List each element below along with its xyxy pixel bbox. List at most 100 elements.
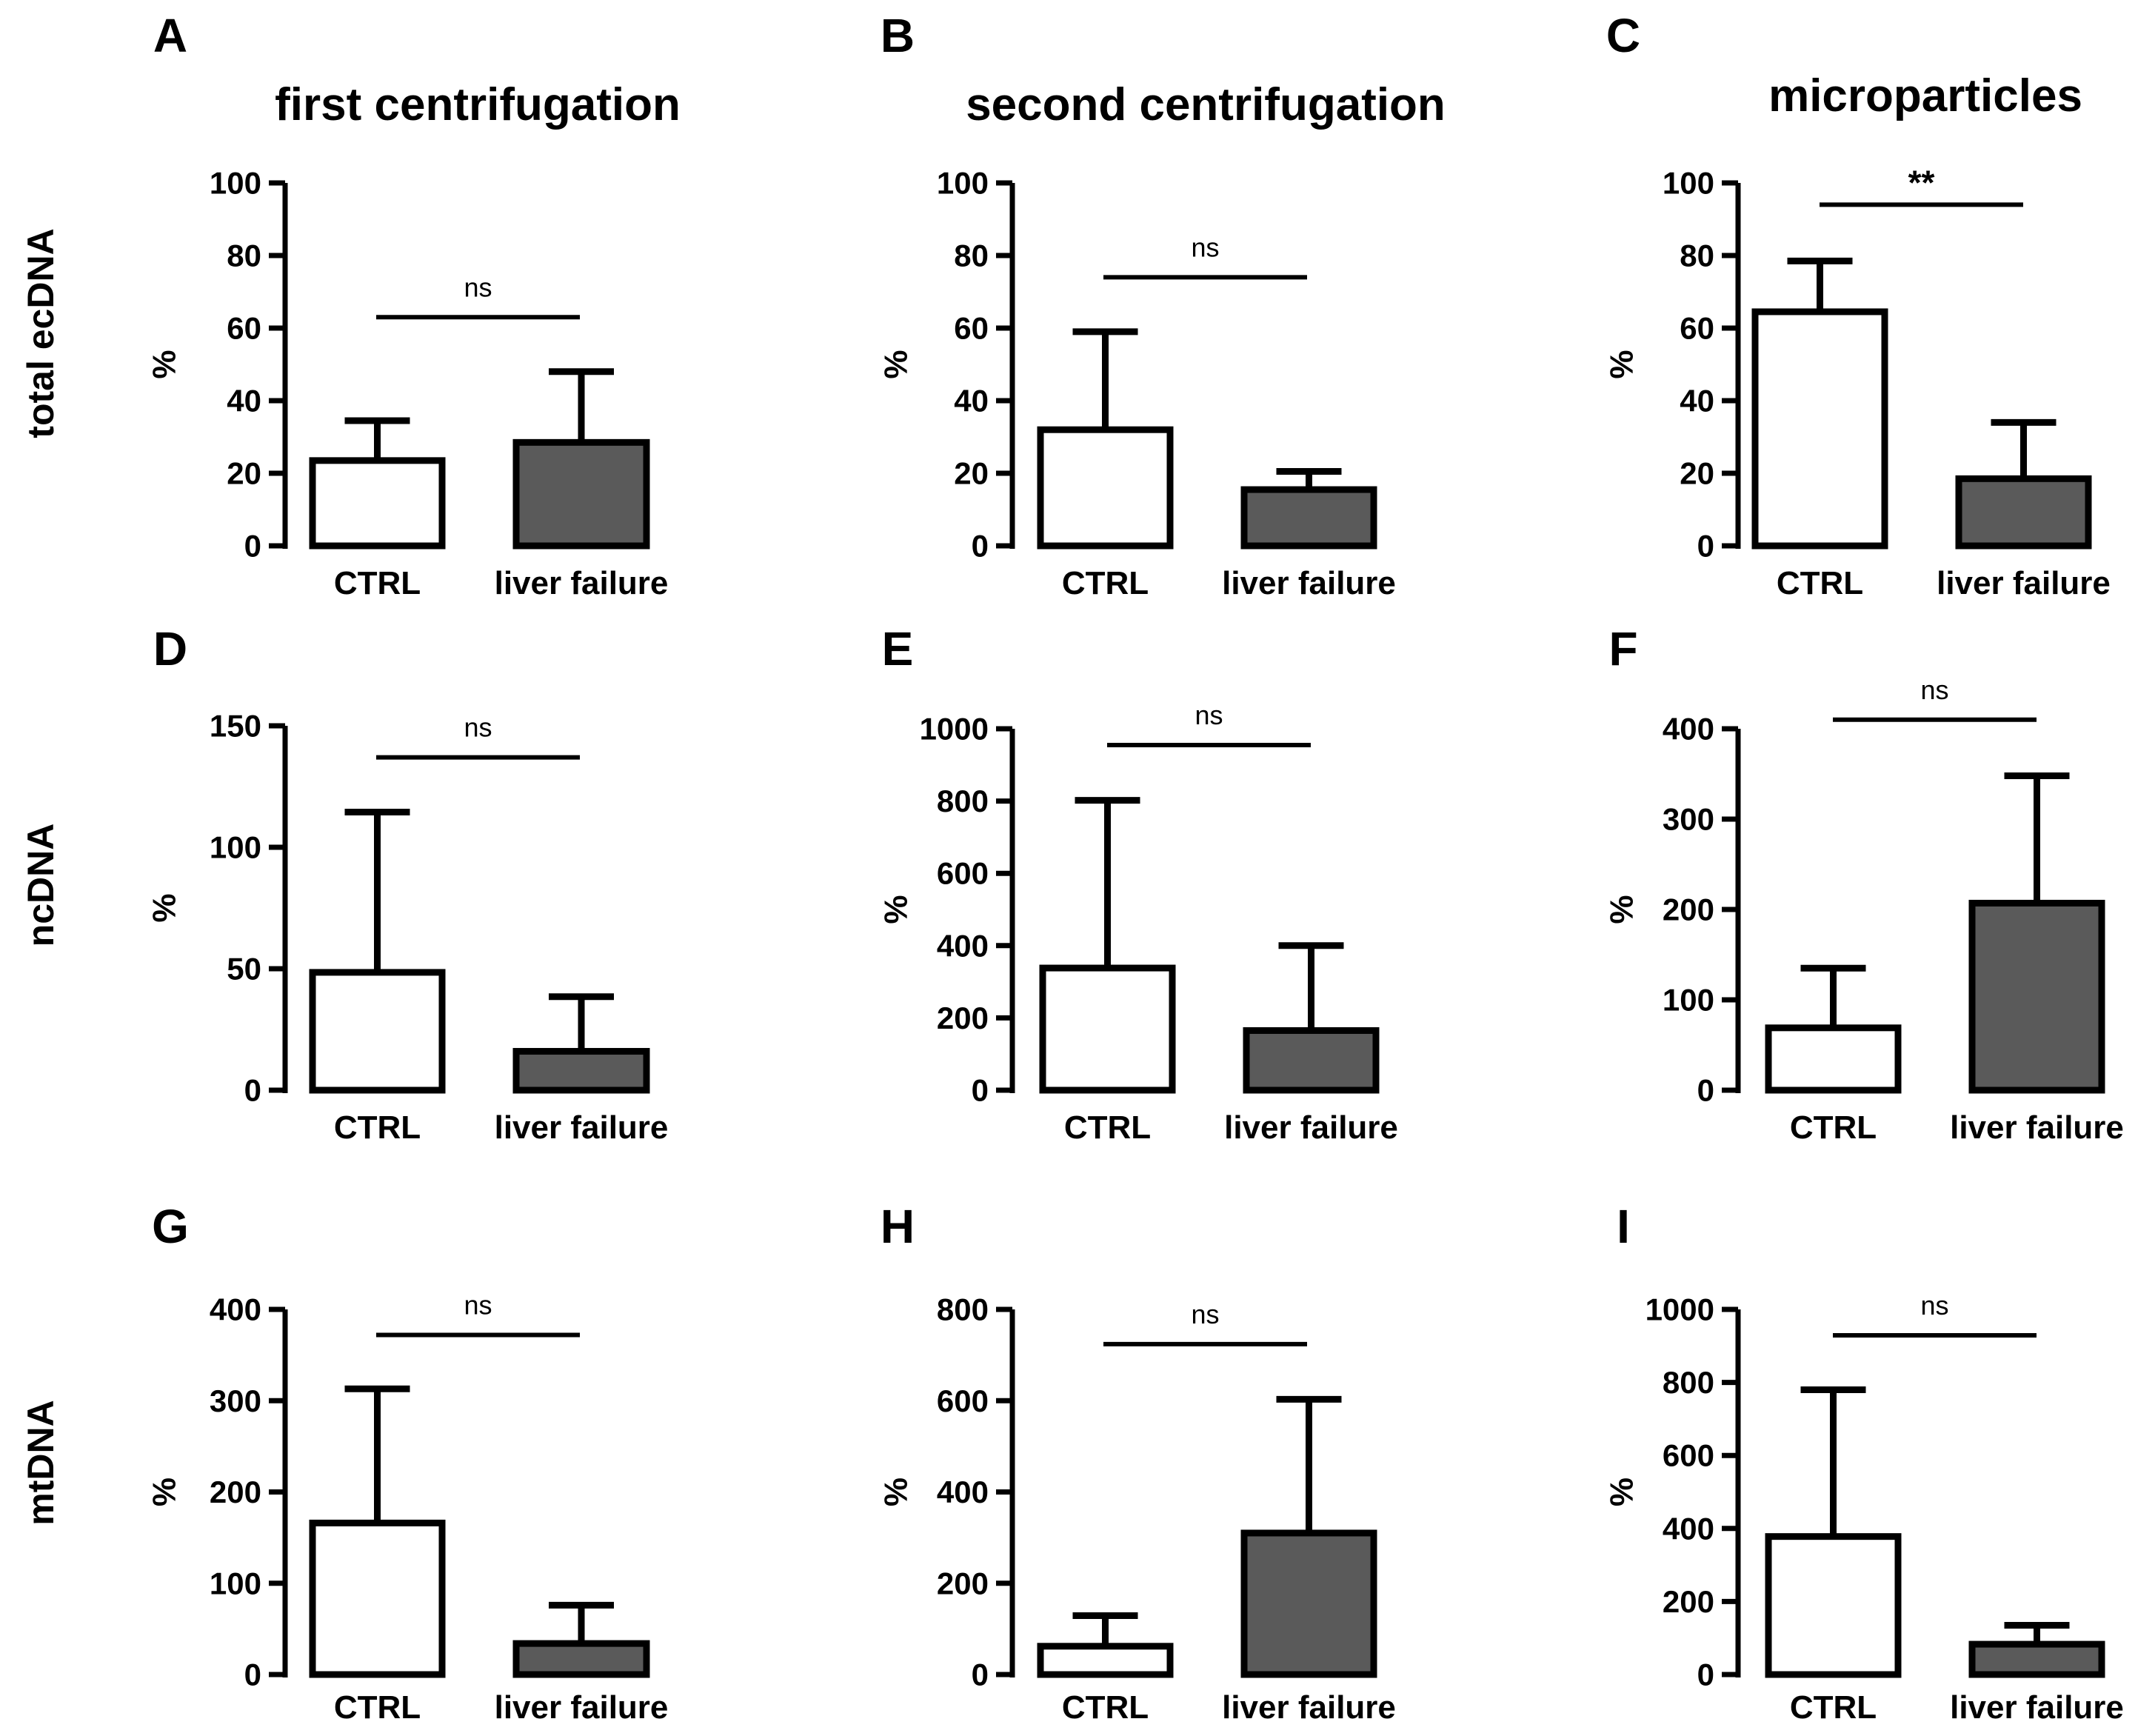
panel-g: G% CTRL liver failure 0 100 200 300 400 ns (147, 1200, 669, 1726)
y-tick-label-h-0: 0 (972, 1657, 989, 1692)
y-tick-label-b-100: 100 (937, 166, 989, 201)
bar-a-liver-failure (512, 438, 650, 550)
panel-d: D% CTRL liver failure 0 50 100 150 ns (147, 622, 669, 1146)
x-tick-label-e-liver-failure: liver failure (1224, 1109, 1398, 1146)
x-tick-label-a-ctrl: CTRL (334, 565, 421, 601)
y-axis-label-c: % (1604, 350, 1640, 378)
y-tick-label-d-50: 50 (227, 952, 261, 986)
x-tick-label-i-ctrl: CTRL (1790, 1689, 1877, 1726)
y-tick-label-f-300: 300 (1663, 802, 1714, 837)
y-tick-label-h-800: 800 (937, 1292, 989, 1327)
panel-c: C% CTRL liver failure 0 20 40 60 80 100 ** (1604, 9, 2111, 601)
bar-d-ctrl (309, 969, 446, 1094)
y-tick-label-h-200: 200 (937, 1566, 989, 1600)
panel-label-h: H (881, 1200, 915, 1253)
bar-e-liver-failure (1243, 1026, 1380, 1094)
panels: A% CTRL liver failure 0 20 40 60 80 100 ns B% CTRL l… (147, 9, 2124, 1726)
y-tick-label-g-300: 300 (210, 1383, 261, 1418)
y-tick-label-f-400: 400 (1663, 712, 1714, 747)
y-tick-label-i-600: 600 (1663, 1438, 1714, 1473)
panel-f: F% CTRL liver failure 0 100 200 300 400 ns (1604, 622, 2124, 1146)
significance-label-a: ns (464, 272, 492, 302)
x-tick-label-i-liver-failure: liver failure (1950, 1689, 2124, 1726)
y-tick-label-i-1000: 1000 (1646, 1292, 1714, 1327)
bar-h-liver-failure (1240, 1529, 1377, 1678)
panel-i: I% CTRL liver failure 0 200 400 600 800 1000 ns (1604, 1200, 2124, 1726)
y-axis-label-a: % (147, 350, 183, 378)
panel-b: B% CTRL liver failure 0 20 40 60 80 100 ns (878, 9, 1396, 601)
x-tick-label-f-ctrl: CTRL (1790, 1109, 1877, 1146)
y-tick-label-e-400: 400 (937, 928, 989, 963)
y-tick-label-g-200: 200 (210, 1475, 261, 1509)
bar-i-ctrl (1765, 1533, 1902, 1678)
y-tick-label-d-150: 150 (210, 709, 261, 744)
y-tick-label-g-100: 100 (210, 1566, 261, 1600)
significance-label-f: ns (1920, 675, 1948, 705)
y-tick-label-b-20: 20 (954, 456, 989, 491)
bar-i-liver-failure (1968, 1640, 2105, 1678)
x-tick-label-g-ctrl: CTRL (334, 1689, 421, 1726)
x-tick-label-g-liver-failure: liver failure (495, 1689, 669, 1726)
y-axis-label-d: % (147, 893, 183, 922)
x-tick-label-c-ctrl: CTRL (1777, 565, 1863, 601)
bar-a-ctrl (309, 457, 446, 550)
y-tick-label-b-60: 60 (954, 311, 989, 346)
significance-label-h: ns (1191, 1299, 1219, 1329)
y-axis-label-e: % (878, 895, 915, 924)
significance-label-i: ns (1920, 1290, 1948, 1321)
y-tick-label-b-40: 40 (954, 384, 989, 418)
bar-h-ctrl (1037, 1643, 1174, 1678)
x-tick-label-h-ctrl: CTRL (1062, 1689, 1149, 1726)
significance-label-d: ns (464, 712, 492, 743)
row-title-mtdna: mtDNA (20, 1400, 61, 1525)
x-tick-label-b-ctrl: CTRL (1062, 565, 1149, 601)
y-tick-label-a-60: 60 (227, 311, 261, 346)
y-tick-label-e-0: 0 (972, 1073, 989, 1108)
x-tick-label-a-liver-failure: liver failure (495, 565, 669, 601)
y-tick-label-c-20: 20 (1680, 456, 1714, 491)
y-tick-label-g-400: 400 (210, 1292, 261, 1327)
significance-label-c: ** (1908, 163, 1935, 201)
column-title-first-centrifugation: first centrifugation (275, 79, 681, 130)
y-tick-label-d-0: 0 (244, 1073, 261, 1108)
bar-c-liver-failure (1955, 475, 2092, 550)
bar-f-ctrl (1765, 1024, 1902, 1094)
bar-g-ctrl (309, 1519, 446, 1678)
panel-label-a: A (153, 9, 187, 62)
y-tick-label-c-60: 60 (1680, 311, 1714, 346)
panel-label-i: I (1617, 1200, 1630, 1253)
y-tick-label-i-200: 200 (1663, 1584, 1714, 1619)
y-axis-label-i: % (1604, 1478, 1640, 1506)
row-title-total-ecdna: total ecDNA (20, 228, 61, 438)
x-tick-label-f-liver-failure: liver failure (1950, 1109, 2124, 1146)
y-tick-label-b-0: 0 (972, 529, 989, 564)
bar-b-ctrl (1037, 426, 1174, 550)
x-tick-label-b-liver-failure: liver failure (1222, 565, 1396, 601)
bar-e-ctrl (1039, 964, 1176, 1094)
y-tick-label-d-100: 100 (210, 830, 261, 865)
y-tick-label-e-800: 800 (937, 784, 989, 818)
y-tick-label-g-0: 0 (244, 1657, 261, 1692)
panel-label-d: D (153, 622, 187, 675)
y-tick-label-c-0: 0 (1697, 529, 1714, 564)
significance-label-e: ns (1195, 700, 1223, 730)
y-axis-label-f: % (1604, 895, 1640, 924)
panel-a: A% CTRL liver failure 0 20 40 60 80 100 ns (147, 9, 669, 601)
y-tick-label-e-600: 600 (937, 856, 989, 891)
bar-b-liver-failure (1240, 486, 1377, 550)
column-title-microparticles: microparticles (1768, 70, 2082, 121)
x-tick-label-c-liver-failure: liver failure (1937, 565, 2111, 601)
y-tick-label-a-100: 100 (210, 166, 261, 201)
x-tick-label-h-liver-failure: liver failure (1222, 1689, 1396, 1726)
y-tick-label-f-100: 100 (1663, 983, 1714, 1018)
column-title-second-centrifugation: second centrifugation (966, 79, 1446, 130)
y-axis-label-h: % (878, 1478, 915, 1506)
y-tick-label-h-400: 400 (937, 1475, 989, 1509)
x-tick-label-d-ctrl: CTRL (334, 1109, 421, 1146)
panel-label-b: B (881, 9, 915, 62)
bar-c-ctrl (1751, 308, 1888, 550)
panel-label-g: G (152, 1200, 189, 1253)
significance-label-b: ns (1191, 232, 1219, 262)
y-tick-label-a-0: 0 (244, 529, 261, 564)
panel-e: E% CTRL liver failure 0 200 400 600 800 1000 ns (878, 622, 1398, 1146)
